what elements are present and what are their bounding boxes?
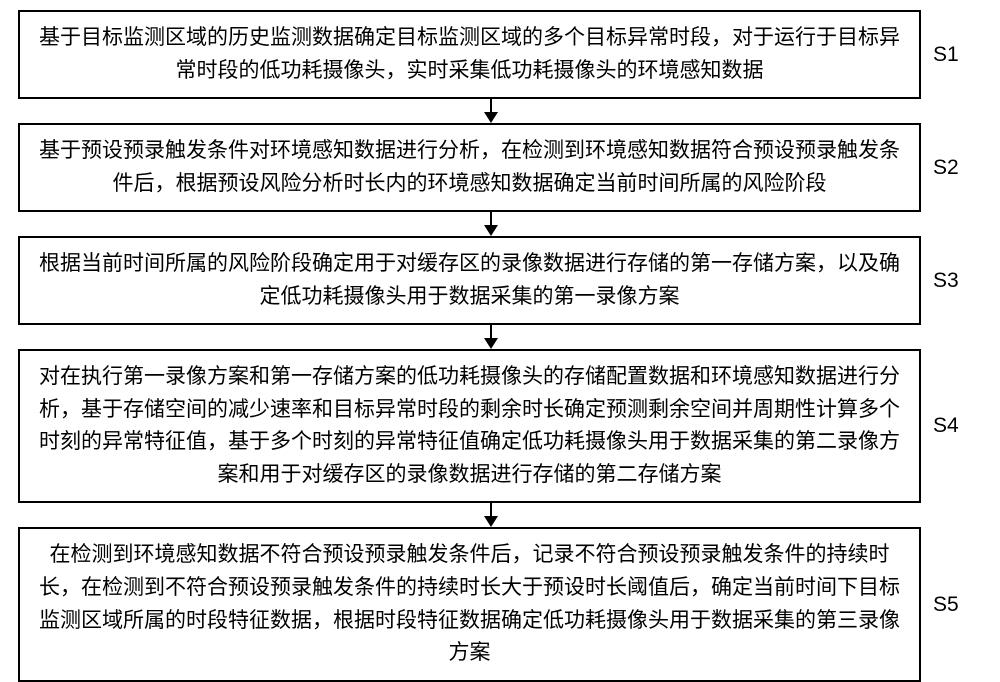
flow-step: 基于预设预录触发条件对环境感知数据进行分析，在检测到环境感知数据符合预设预录触发… [18,123,963,212]
flow-arrow [39,212,942,236]
step-label-s5: S5 [933,593,959,617]
flow-arrow [39,503,942,527]
flow-step: 对在执行第一录像方案和第一存储方案的低功耗摄像头的存储配置数据和环境感知数据进行… [18,349,963,503]
step-text: 根据当前时间所属的风险阶段确定用于对缓存区的录像数据进行存储的第一存储方案，以及… [39,252,900,308]
step-label-s2: S2 [933,156,959,180]
step-text: 基于预设预录触发条件对环境感知数据进行分析，在检测到环境感知数据符合预设预录触发… [39,139,900,195]
flow-step: 基于目标监测区域的历史监测数据确定目标监测区域的多个目标异常时段，对于运行于目标… [18,10,963,99]
step-label-s3: S3 [933,269,959,293]
flow-arrow [39,99,942,123]
step-box-s2: 基于预设预录触发条件对环境感知数据进行分析，在检测到环境感知数据符合预设预录触发… [18,123,921,212]
arrow-down-icon [481,325,501,349]
arrow-down-icon [481,99,501,123]
step-label-s4: S4 [933,414,959,438]
flow-step: 根据当前时间所属的风险阶段确定用于对缓存区的录像数据进行存储的第一存储方案，以及… [18,236,963,325]
arrow-down-icon [481,212,501,236]
arrow-down-icon [481,503,501,527]
step-box-s1: 基于目标监测区域的历史监测数据确定目标监测区域的多个目标异常时段，对于运行于目标… [18,10,921,99]
step-text: 基于目标监测区域的历史监测数据确定目标监测区域的多个目标异常时段，对于运行于目标… [39,26,900,82]
flowchart-container: 基于目标监测区域的历史监测数据确定目标监测区域的多个目标异常时段，对于运行于目标… [18,10,963,682]
step-label-s1: S1 [933,43,959,67]
step-box-s3: 根据当前时间所属的风险阶段确定用于对缓存区的录像数据进行存储的第一存储方案，以及… [18,236,921,325]
step-text: 在检测到环境感知数据不符合预设预录触发条件后，记录不符合预设预录触发条件的持续时… [39,543,900,664]
flow-arrow [39,325,942,349]
step-box-s5: 在检测到环境感知数据不符合预设预录触发条件后，记录不符合预设预录触发条件的持续时… [18,527,921,681]
flow-step: 在检测到环境感知数据不符合预设预录触发条件后，记录不符合预设预录触发条件的持续时… [18,527,963,681]
step-box-s4: 对在执行第一录像方案和第一存储方案的低功耗摄像头的存储配置数据和环境感知数据进行… [18,349,921,503]
step-text: 对在执行第一录像方案和第一存储方案的低功耗摄像头的存储配置数据和环境感知数据进行… [39,365,900,486]
